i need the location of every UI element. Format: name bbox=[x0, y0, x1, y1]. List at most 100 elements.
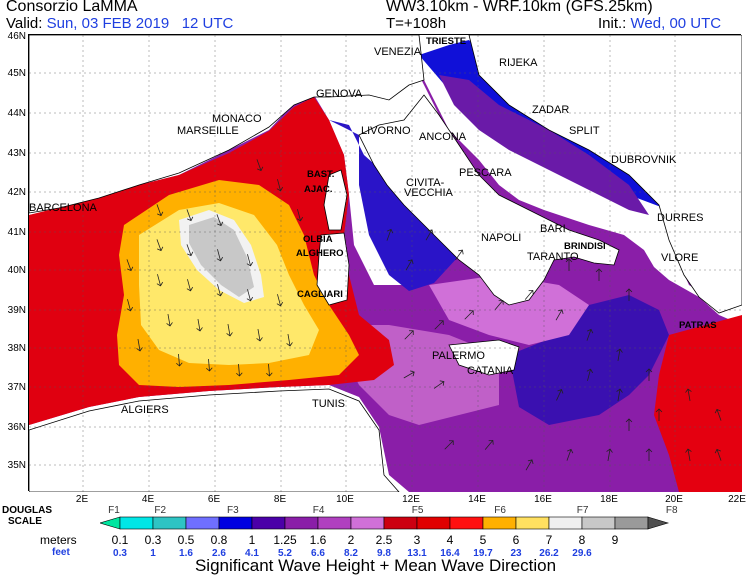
city-label: VECCHIA bbox=[404, 187, 454, 199]
scale-swatch bbox=[119, 516, 154, 530]
scale-meters-label: 0.8 bbox=[210, 533, 228, 547]
land-sicily bbox=[448, 339, 520, 376]
wave-arrow bbox=[403, 370, 415, 379]
scale-swatch bbox=[581, 516, 616, 530]
scale-swatch bbox=[614, 516, 649, 530]
city-label: BAST. bbox=[307, 169, 334, 180]
douglas-force-label: F8 bbox=[665, 505, 678, 516]
wave-arrow bbox=[246, 289, 254, 302]
org-title: Consorzio LaMMA bbox=[6, 0, 138, 15]
init-label: Init.: bbox=[598, 15, 627, 32]
scale-feet-label: 1 bbox=[150, 548, 156, 559]
city-label: CATANIA bbox=[467, 365, 514, 377]
wave-arrow bbox=[276, 179, 284, 192]
wave-arrow bbox=[236, 363, 243, 377]
city-label: ALGIERS bbox=[121, 404, 169, 416]
scale-swatch bbox=[416, 516, 451, 530]
city-label: AJAC. bbox=[304, 184, 333, 195]
scale-meters-label: 3 bbox=[413, 533, 421, 547]
wave-arrow bbox=[524, 289, 534, 300]
wave-arrow bbox=[555, 309, 564, 321]
city-label: SPLIT bbox=[569, 125, 600, 137]
lon-label: 2E bbox=[75, 494, 89, 505]
scale-feet-label: 26.2 bbox=[539, 548, 559, 559]
wave-arrow bbox=[595, 268, 603, 281]
wave-arrow bbox=[566, 448, 574, 461]
wave-arrow bbox=[625, 288, 633, 301]
lat-label: 36N bbox=[7, 422, 26, 433]
douglas-force-label: F7 bbox=[576, 505, 589, 516]
lat-label: 46N bbox=[7, 31, 26, 42]
wave-arrow bbox=[494, 299, 504, 310]
wave-arrow bbox=[186, 279, 194, 292]
western-grey bbox=[189, 217, 254, 297]
wave-arrow bbox=[455, 249, 464, 261]
scale-feet-label: 9.8 bbox=[377, 548, 391, 559]
scale-feet-label: 6.6 bbox=[311, 548, 325, 559]
city-label: TRIESTE bbox=[426, 36, 466, 47]
city-label: GENOVA bbox=[316, 88, 363, 100]
city-label: ZADAR bbox=[532, 104, 569, 116]
city-label: RIJEKA bbox=[499, 57, 538, 69]
scale-arrow-right bbox=[647, 516, 670, 530]
city-label: NAPOLI bbox=[481, 232, 521, 244]
wave-arrow bbox=[206, 358, 213, 372]
wave-arrow bbox=[186, 244, 194, 257]
wave-arrow bbox=[246, 254, 254, 267]
city-label: BARI bbox=[540, 223, 566, 235]
wave-arrow bbox=[126, 259, 134, 272]
wave-arrow bbox=[434, 320, 444, 330]
lon-label: 20E bbox=[665, 494, 683, 505]
scale-meters-label: 0.5 bbox=[177, 533, 195, 547]
scale-swatch bbox=[218, 516, 253, 530]
city-label: MARSEILLE bbox=[177, 125, 239, 137]
scale-swatch bbox=[482, 516, 517, 530]
lat-label: 39N bbox=[7, 305, 26, 316]
valid-label: Valid: bbox=[6, 15, 43, 32]
wave-arrow bbox=[256, 329, 263, 342]
city-label: BRINDISI bbox=[564, 241, 606, 252]
wave-arrow bbox=[276, 294, 284, 307]
wave-arrow bbox=[645, 368, 653, 381]
city-label: MONACO bbox=[212, 113, 262, 125]
wave-arrow bbox=[525, 459, 534, 471]
lon-label: 18E bbox=[600, 494, 618, 505]
wave-arrow bbox=[444, 440, 454, 450]
lat-label: 44N bbox=[7, 108, 26, 119]
wave-arrow bbox=[425, 229, 434, 241]
legend: DOUGLAS SCALE meters feet 0.1 0.3 0.5 0.8 1 1… bbox=[0, 505, 751, 580]
lon-label: 4E bbox=[141, 494, 155, 505]
scale-feet-label: 23 bbox=[510, 548, 522, 559]
wave-arrow bbox=[645, 448, 653, 461]
wave-arrow bbox=[266, 363, 273, 377]
scale-meters-label: 4 bbox=[446, 533, 454, 547]
city-label: OLBIA bbox=[303, 234, 333, 245]
lon-label: 8E bbox=[273, 494, 287, 505]
scale-feet-label: 19.7 bbox=[473, 548, 493, 559]
wave-arrow bbox=[156, 274, 164, 287]
city-label: LIVORNO bbox=[361, 125, 411, 137]
wave-arrow bbox=[405, 259, 414, 271]
scale-meters-label: 8 bbox=[578, 533, 586, 547]
lon-label: 22E bbox=[728, 494, 746, 505]
wave-arrow bbox=[464, 310, 474, 320]
douglas-force-label: F2 bbox=[154, 505, 167, 516]
land-corsica bbox=[323, 169, 348, 231]
wave-map: TRIESTE VENEZIA RIJEKA GENOVA ZADAR MONA… bbox=[28, 34, 743, 493]
scale-swatch bbox=[449, 516, 484, 530]
city-label: CAGLIARI bbox=[297, 289, 343, 300]
valid-line: Valid: Sun, 03 FEB 2019 12 UTC bbox=[6, 15, 233, 32]
city-label: TUNIS bbox=[312, 398, 345, 410]
wave-arrow bbox=[484, 439, 494, 450]
lat-label: 40N bbox=[7, 265, 26, 276]
model-title: WW3.10km - WRF.10km (GFS.25km) bbox=[386, 0, 653, 15]
lon-label: 14E bbox=[468, 494, 486, 505]
wave-arrow bbox=[296, 209, 304, 222]
scale-swatch bbox=[383, 516, 418, 530]
scale-swatch bbox=[284, 516, 319, 530]
wave-arrow bbox=[616, 388, 623, 401]
init-line: Init.: Wed, 00 UTC bbox=[598, 15, 721, 32]
land-balkans bbox=[468, 34, 743, 314]
wave-arrow bbox=[714, 408, 722, 421]
scale-swatch bbox=[185, 516, 220, 530]
